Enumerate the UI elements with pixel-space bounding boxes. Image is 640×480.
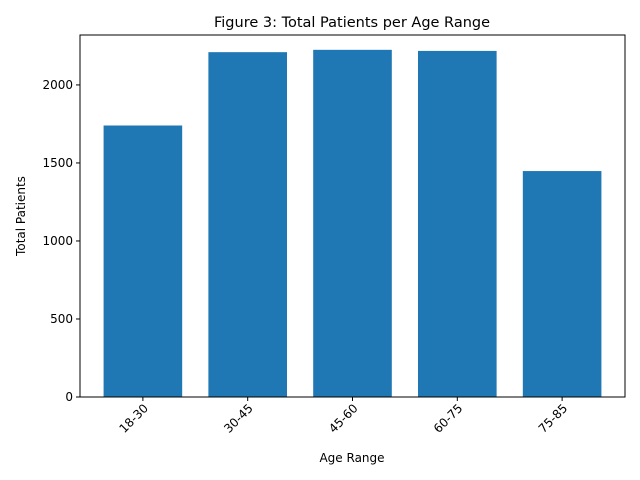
x-axis-ticks: 18-30 30-45 45-60 60-75 75-85 — [116, 397, 570, 436]
bar-75-85 — [522, 171, 602, 397]
y-axis-ticks: 0 500 1000 1500 2000 — [42, 78, 80, 404]
plot-frame — [79, 34, 626, 398]
y-tick-label: 500 — [50, 312, 73, 326]
x-tick-label: 60-75 — [431, 401, 466, 436]
y-tick-label: 2000 — [42, 78, 73, 92]
x-tick-label: 75-85 — [536, 401, 571, 436]
bars-group — [103, 49, 602, 398]
x-tick-label: 18-30 — [116, 401, 151, 436]
bar-45-60 — [313, 49, 392, 398]
bar-60-75 — [418, 50, 497, 397]
x-tick-label: 45-60 — [326, 401, 361, 436]
y-tick-label: 1500 — [42, 156, 73, 170]
bar-18-30 — [103, 125, 183, 397]
y-axis-label: Total Patients — [14, 176, 28, 257]
chart-title: Figure 3: Total Patients per Age Range — [214, 15, 490, 31]
y-tick-label: 0 — [65, 390, 73, 404]
x-axis-label: Age Range — [319, 451, 384, 465]
y-tick-label: 1000 — [42, 234, 73, 248]
x-tick-label: 30-45 — [221, 401, 256, 436]
bar-30-45 — [208, 52, 287, 398]
